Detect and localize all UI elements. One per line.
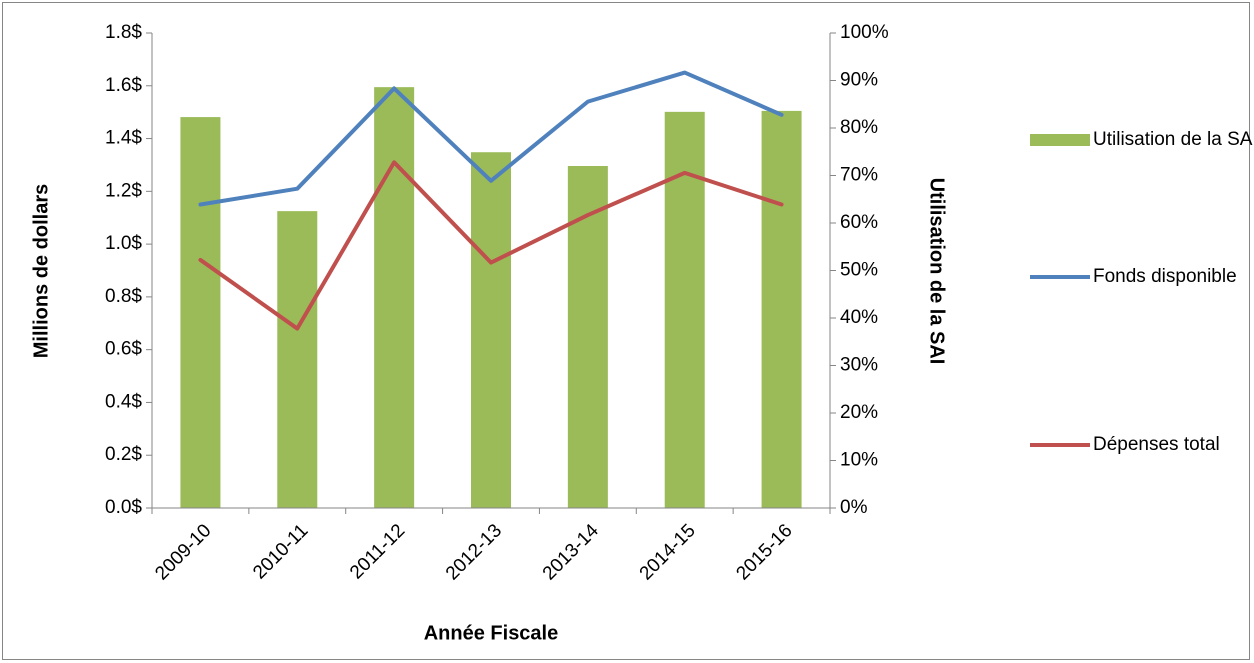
y2-tick-label: 20% xyxy=(840,402,878,423)
y2-tick-label: 70% xyxy=(840,165,878,186)
y2-tick-label: 80% xyxy=(840,117,878,138)
bar xyxy=(374,87,415,509)
y2-tick-label: 90% xyxy=(840,70,878,91)
bar xyxy=(471,152,511,508)
y-tick-label: 1.4$ xyxy=(105,128,142,149)
y-tick-label: 1.6$ xyxy=(105,75,142,96)
y2-tick-label: 50% xyxy=(840,260,878,281)
y2-tick-label: 100% xyxy=(840,22,889,43)
y-tick-label: 1.8$ xyxy=(105,22,142,43)
y-axis-title: Millions de dollars xyxy=(30,184,52,358)
y-tick-label: 0.8$ xyxy=(105,286,142,307)
y-tick-label: 0.6$ xyxy=(105,339,142,360)
y2-tick-label: 30% xyxy=(840,355,878,376)
y2-axis-title: Utilisation de la SAI xyxy=(926,178,948,365)
y-tick-label: 0.0$ xyxy=(105,497,142,518)
x-axis-title: Année Fiscale xyxy=(424,622,559,644)
legend-swatch xyxy=(1030,134,1090,146)
y-tick-label: 1.2$ xyxy=(105,180,142,201)
line xyxy=(198,70,784,207)
y2-tick-label: 40% xyxy=(840,307,878,328)
y-tick-label: 0.4$ xyxy=(105,391,142,412)
legend-label: Dépenses total xyxy=(1093,434,1220,455)
line xyxy=(198,160,784,331)
bar xyxy=(761,110,802,509)
y-tick-label: 1.0$ xyxy=(105,233,142,254)
y2-tick-label: 60% xyxy=(840,212,878,233)
y2-tick-label: 10% xyxy=(840,450,878,471)
y-tick-label: 0.2$ xyxy=(105,444,142,465)
bar xyxy=(180,117,221,508)
legend-label: Utilisation de la SAI xyxy=(1093,129,1254,150)
legend-label: Fonds disponible xyxy=(1093,266,1237,287)
y2-tick-label: 0% xyxy=(840,497,868,518)
bar xyxy=(277,211,318,508)
